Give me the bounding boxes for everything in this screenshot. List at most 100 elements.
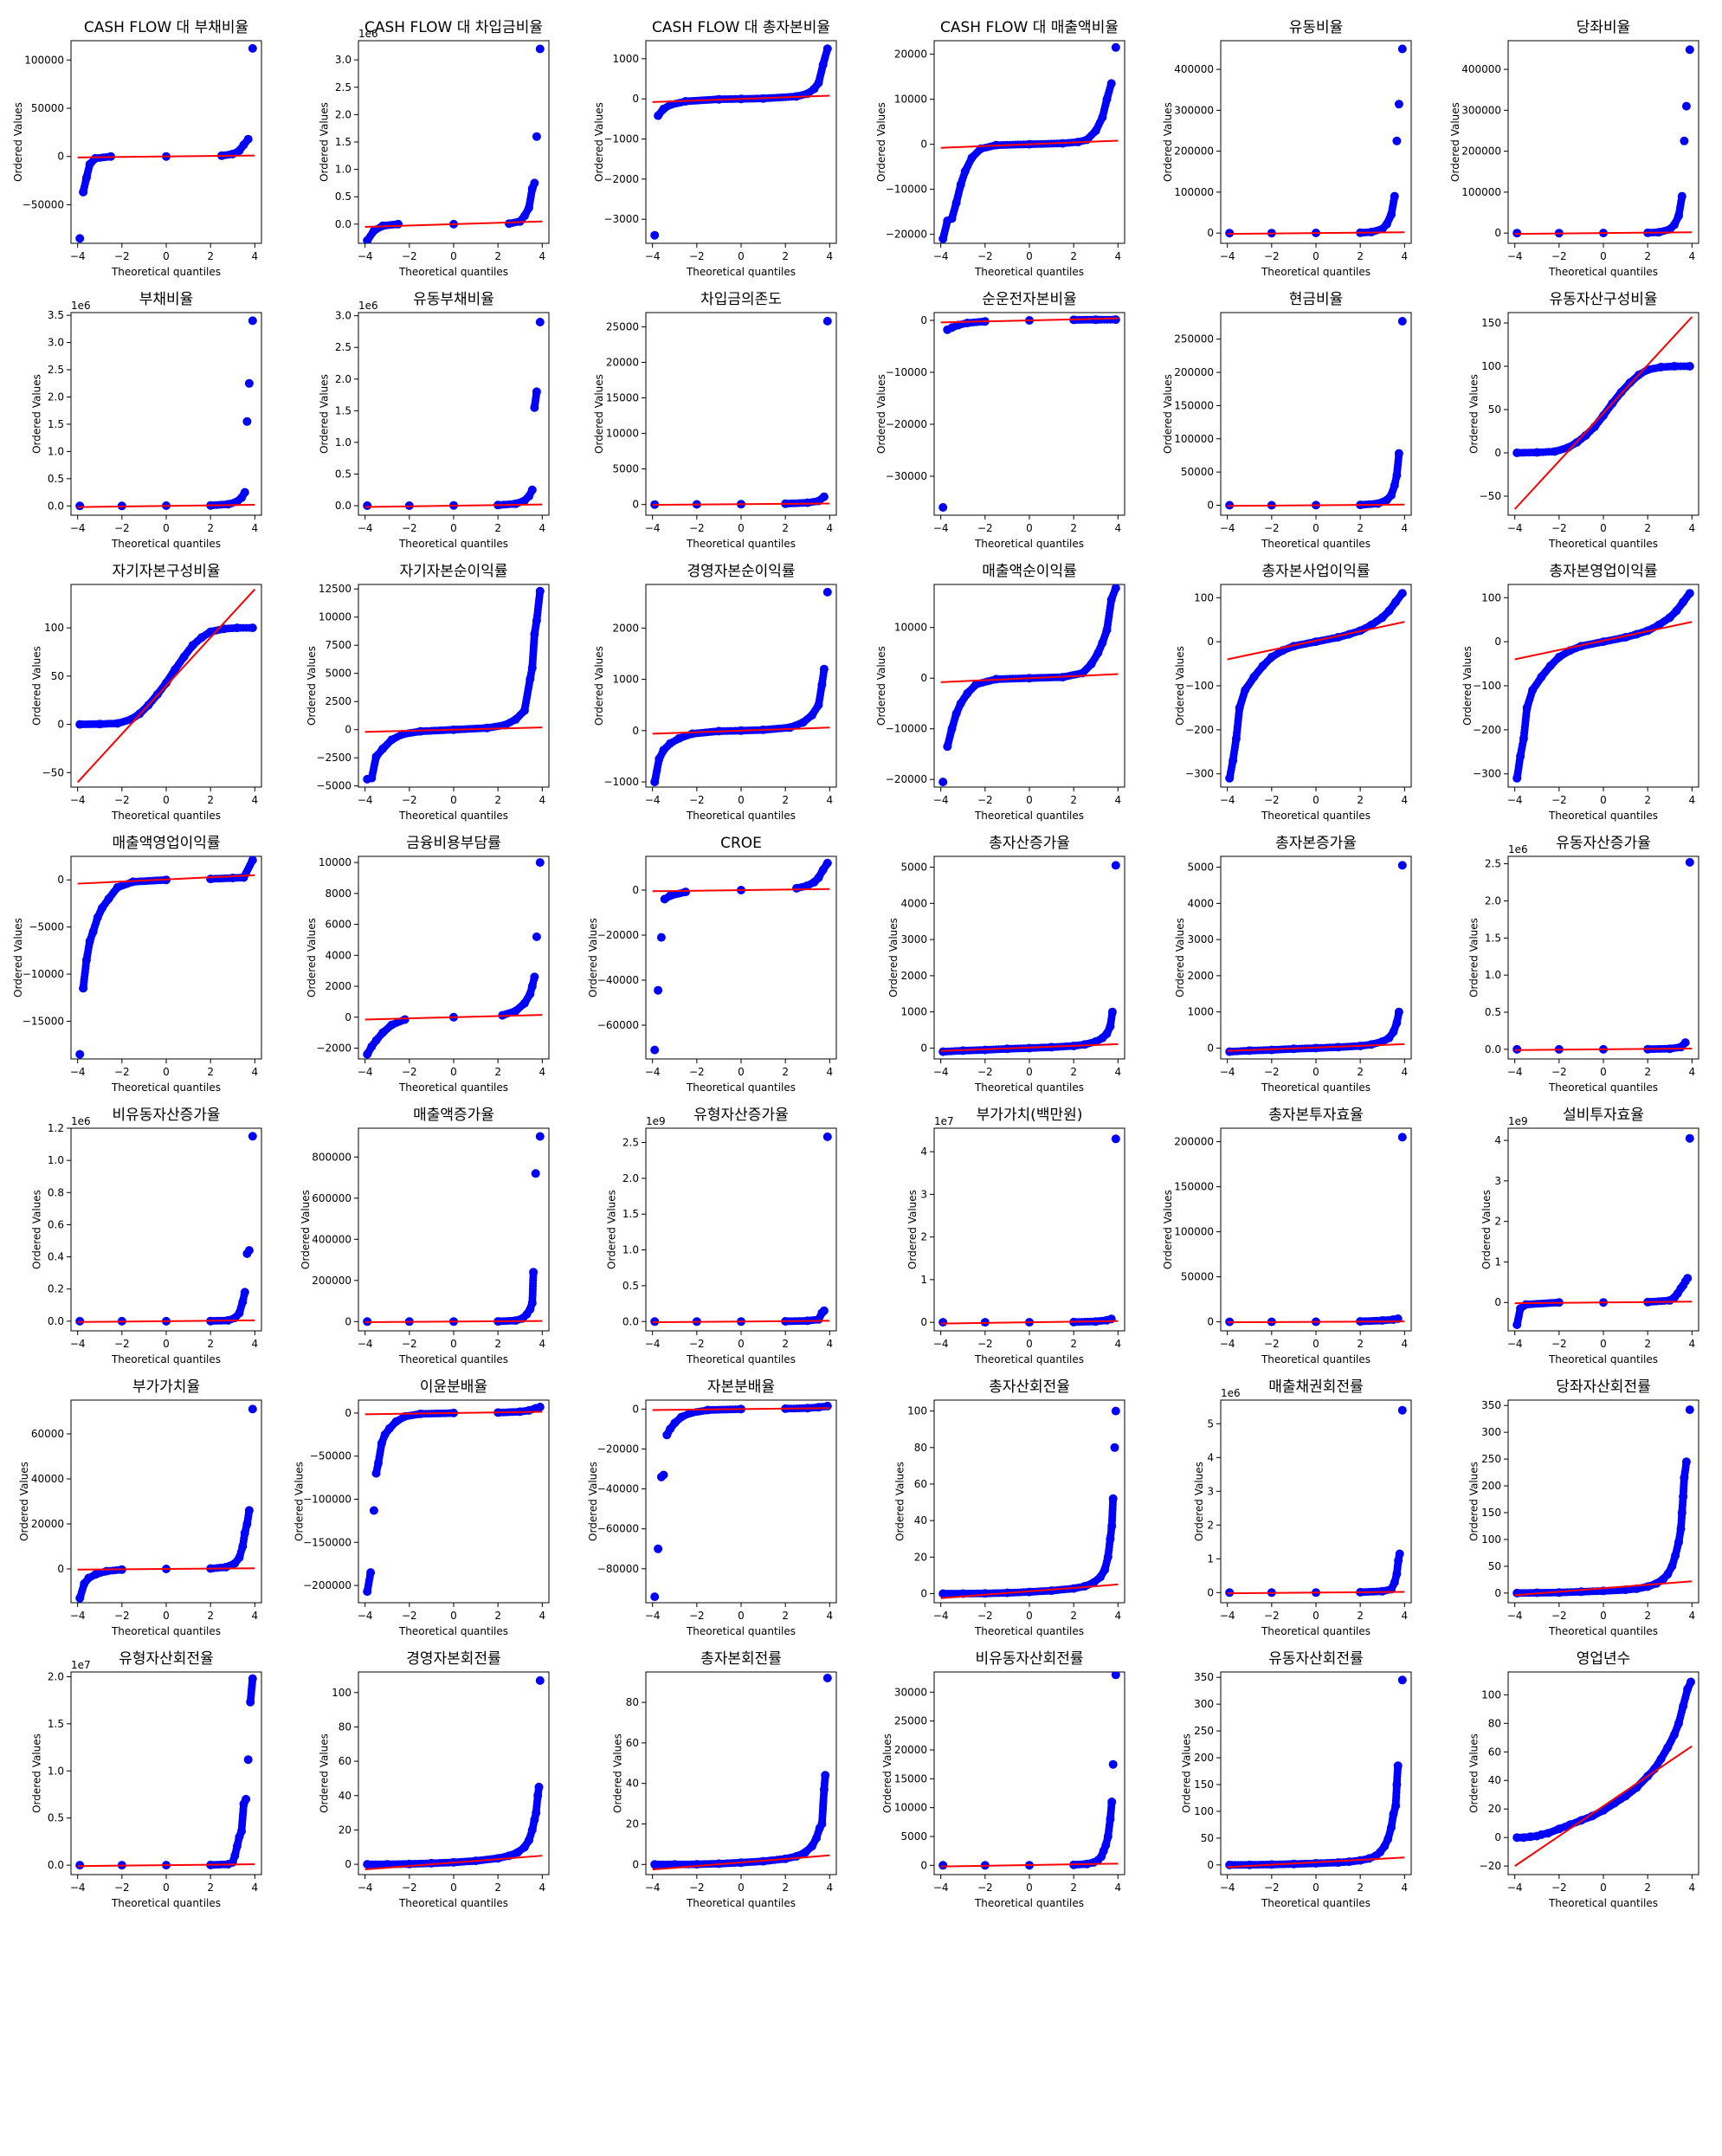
data-point-trace [822, 47, 831, 55]
y-tick-label: 0 [1207, 1042, 1214, 1054]
y-tick-label: 0.6 [48, 1218, 64, 1230]
x-tick-label: 4 [539, 522, 546, 534]
y-tick-label: 4000 [325, 949, 351, 961]
qq-subplot: 현금비율 −4 −2 0 2 4 0 50000 100000 150000 200000 25000… [1162, 291, 1412, 550]
subplot-title: 유동자산회전률 [1268, 1650, 1363, 1668]
x-tick-label: 4 [252, 1338, 259, 1350]
y-tick-label: 0 [345, 1858, 351, 1870]
y-axis-label: Ordered Values [306, 918, 318, 997]
subplot-title: 차입금의존도 [700, 291, 782, 308]
data-point-trace [1371, 500, 1379, 508]
y-tick-label: 80 [914, 1442, 927, 1454]
x-tick-label: −4 [70, 1882, 86, 1894]
y-tick-label: 3000 [900, 933, 927, 946]
data-point [75, 1049, 85, 1059]
data-point [822, 1674, 832, 1682]
fit-line [364, 1410, 543, 1416]
y-tick-label: 0 [1494, 1831, 1501, 1843]
y-tick-label: 3 [920, 1188, 927, 1200]
data-layer [1512, 1133, 1694, 1329]
x-axis-label: Theoretical quantiles [398, 538, 508, 550]
data-point-trace [1530, 449, 1538, 457]
y-tick-label: 0.5 [48, 1812, 64, 1824]
y-axis-label: Ordered Values [318, 374, 330, 454]
data-point-trace [1392, 474, 1400, 483]
y-tick-label: 1.0 [1485, 969, 1501, 981]
y-tick-label: 1000 [612, 674, 639, 686]
data-layer [1225, 1133, 1407, 1327]
y-tick-label: 100 [1481, 1688, 1501, 1701]
y-tick-label: 150 [1194, 1778, 1214, 1791]
x-axis-label: Theoretical quantiles [1261, 1353, 1371, 1365]
subplot-title: CASH FLOW 대 매출액비율 [940, 19, 1119, 36]
x-tick-label: −4 [1220, 250, 1235, 262]
y-tick-label: 0.2 [48, 1283, 64, 1295]
data-layer [75, 43, 257, 243]
y-tick-label: 60 [1488, 1746, 1501, 1758]
x-tick-label: −2 [114, 522, 130, 534]
x-tick-label: 0 [450, 1066, 457, 1078]
qq-subplot: 유동자산회전률 −4 −2 0 2 4 0 50 100 150 200 250 300 350 Theor… [1180, 1650, 1412, 1909]
data-point-trace [1107, 1525, 1116, 1533]
data-point-trace [529, 1271, 538, 1279]
y-tick-label: 40 [339, 1790, 351, 1802]
x-tick-label: −2 [114, 250, 130, 262]
y-tick-label: −15000 [23, 1015, 64, 1027]
data-point-trace [87, 931, 96, 939]
x-tick-label: 2 [1357, 1882, 1364, 1894]
y-tick-label: 20000 [31, 1518, 64, 1530]
data-point [363, 501, 372, 510]
data-point [369, 1506, 378, 1515]
x-tick-label: 2 [782, 1610, 789, 1622]
x-tick-label: 4 [1689, 1882, 1696, 1894]
y-tick-label: 2 [920, 1231, 927, 1243]
y-tick-label: 0 [1494, 447, 1501, 459]
x-tick-label: 0 [738, 1882, 745, 1894]
x-tick-label: 4 [1402, 522, 1409, 534]
qq-subplot: 유동자산증가율 −4 −2 0 2 4 0.0 0.5 1.0 1.5 2.0 2.5 1e6 Theor… [1467, 835, 1699, 1094]
data-point-trace [532, 391, 540, 398]
qq-subplot: 총자본사업이익률 −4 −2 0 2 4 −300 −200 −100 0 100 Theoretic… [1174, 563, 1412, 822]
y-tick-label: 10000 [894, 622, 927, 634]
x-axis-label: Theoretical quantiles [1261, 810, 1371, 822]
y-tick-label: 200 [1194, 1752, 1214, 1764]
y-axis-label: Ordered Values [612, 1733, 624, 1813]
y-tick-label: 100 [1194, 591, 1214, 604]
x-tick-label: −4 [70, 1066, 86, 1078]
y-axis-label: Ordered Values [593, 374, 605, 454]
y-tick-label: 150 [1481, 1507, 1501, 1519]
x-tick-label: 2 [1070, 522, 1077, 534]
data-point [532, 132, 541, 141]
x-tick-label: 0 [1312, 1882, 1319, 1894]
x-axis-label: Theoretical quantiles [1548, 810, 1658, 822]
data-point [1397, 44, 1407, 54]
x-axis-label: Theoretical quantiles [974, 1081, 1084, 1094]
y-tick-label: 2.5 [335, 341, 351, 353]
data-point [1397, 1675, 1407, 1685]
x-tick-label: 0 [738, 1338, 745, 1350]
qq-subplot: CASH FLOW 대 매출액비율 −4 −2 0 2 4 −20000 −10000 0 100… [875, 19, 1125, 278]
data-point-trace [242, 138, 250, 146]
x-axis-label: Theoretical quantiles [686, 1081, 796, 1094]
y-tick-label: 350 [1481, 1399, 1501, 1411]
data-point [244, 1246, 254, 1256]
data-layer [75, 1404, 257, 1603]
subplot-title: CASH FLOW 대 총자본비율 [652, 19, 830, 36]
fit-line [77, 1863, 255, 1868]
x-tick-label: 4 [827, 794, 834, 806]
y-tick-label: 100 [332, 1687, 351, 1699]
x-tick-label: 2 [1070, 1338, 1077, 1350]
subplot-title: 매출액영업이익률 [112, 835, 220, 852]
y-tick-label: 150000 [1174, 1181, 1214, 1193]
y-axis-label: Ordered Values [1193, 1462, 1205, 1541]
y-tick-label: 0 [1207, 1316, 1214, 1328]
y-tick-label: 200000 [1174, 1136, 1214, 1148]
y-tick-label: 250 [1481, 1453, 1501, 1465]
x-tick-label: −4 [70, 522, 86, 534]
y-tick-label: 2.5 [335, 81, 351, 94]
x-tick-label: −2 [977, 250, 993, 262]
data-point-trace [533, 1794, 542, 1803]
qq-subplot: 매출액순이익률 −4 −2 0 2 4 −20000 −10000 0 10000 Theoreti… [875, 563, 1125, 822]
x-tick-label: 2 [1070, 250, 1077, 262]
x-tick-label: 2 [207, 250, 214, 262]
